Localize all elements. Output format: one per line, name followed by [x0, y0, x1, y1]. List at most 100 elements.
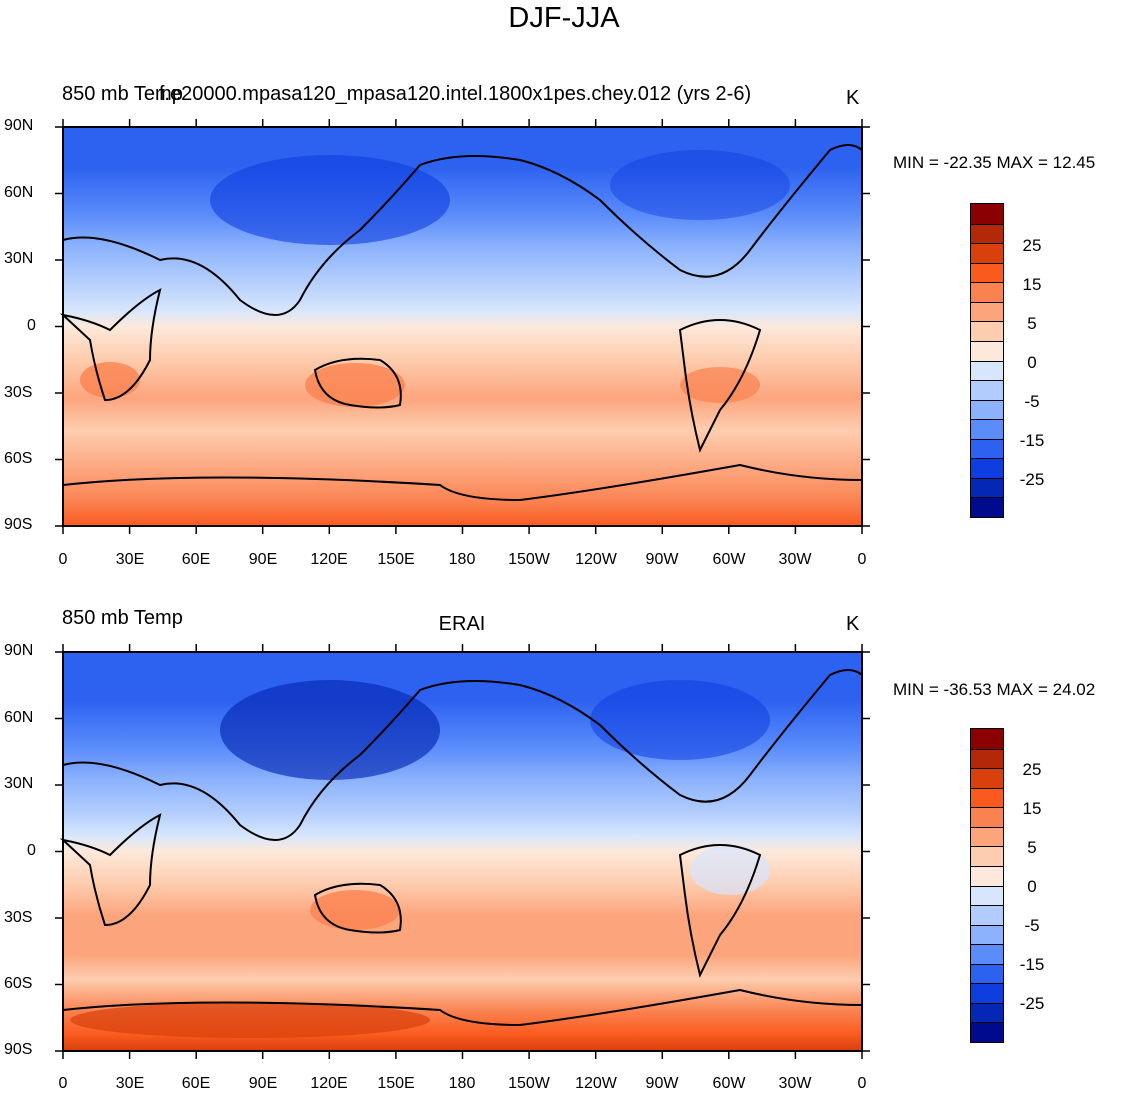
panel1-lon-label: 150E [377, 551, 415, 568]
panel2-colorbar [970, 728, 1004, 1043]
panel1-lat-label: 90N [4, 117, 34, 134]
panel1-lat-label: 90S [4, 516, 33, 533]
colorbar-segment [971, 477, 1003, 498]
colorbar-segment [971, 826, 1003, 847]
panel1-lon-label: 0 [857, 551, 867, 568]
panel2-colorbar-label: 25 [1022, 760, 1042, 779]
colorbar-segment [971, 983, 1003, 1003]
panel2-lat-label: 60N [4, 709, 34, 726]
panel2-units: K [846, 613, 860, 635]
panel2-lon-label: 30E [115, 1075, 145, 1092]
panel1-colorbar [970, 203, 1004, 518]
panel1-colorbar-label: 5 [1027, 314, 1037, 333]
panel2-asia-cold [220, 680, 440, 780]
panel1-lon-label: 120E [310, 551, 348, 568]
panel2-lon-label: 90E [248, 1075, 278, 1092]
panel2-colorbar-label: -5 [1024, 916, 1040, 935]
colorbar-segment [971, 321, 1003, 341]
panel1-colorbar-label: 15 [1022, 275, 1042, 294]
panel1-sa-warm [680, 367, 760, 403]
colorbar-segment [971, 262, 1003, 283]
colorbar-segment [971, 301, 1003, 322]
panel2-colorbar-label: 5 [1027, 838, 1037, 857]
colorbar-segment [971, 846, 1003, 866]
colorbar-segment [971, 438, 1003, 459]
panel2-lon-label: 150W [508, 1075, 550, 1092]
panel1-colorbar-label: 25 [1022, 236, 1042, 255]
panel1-asia-cold [210, 155, 450, 245]
panel1-colorbar-label: 0 [1027, 353, 1037, 372]
panel1-units: K [846, 87, 860, 109]
colorbar-segment [971, 963, 1003, 984]
panel1-lon-label: 30W [778, 551, 812, 568]
panel1-lat-label: 30N [4, 250, 34, 267]
panel1-colorbar-label: -5 [1024, 392, 1040, 411]
panel1-lat-label: 0 [27, 317, 36, 334]
panel1-left-title: 850 mb Temp [62, 83, 183, 105]
colorbar-segment [971, 905, 1003, 925]
panel1-lon-label: 120W [575, 551, 617, 568]
panel2-colorbar-label: -25 [1019, 994, 1045, 1013]
panel2-australia-warm [310, 890, 400, 930]
panel2-lon-label: 120E [310, 1075, 348, 1092]
panel2-sa-cool [690, 845, 770, 895]
panel2-lon-label: 90W [645, 1075, 679, 1092]
panel1-colorbar-label: -15 [1019, 431, 1045, 450]
colorbar-segment [971, 924, 1003, 945]
colorbar-segment [971, 885, 1003, 906]
panel1-lon-label: 90E [248, 551, 278, 568]
colorbar-segment [971, 340, 1003, 361]
colorbar-segment [971, 1002, 1003, 1023]
panel2-lon-label: 60E [181, 1075, 211, 1092]
panel2-antarctica-warm [70, 1002, 430, 1038]
panel2-coastlines [59, 669, 863, 1027]
panel1-lon-label: 60W [712, 551, 746, 568]
panel1-field [63, 127, 862, 526]
panel2-lon-label: 0 [857, 1075, 867, 1092]
panel2-lon-label: 120W [575, 1075, 617, 1092]
panel2-ticks [55, 644, 870, 1059]
colorbar-segment [971, 865, 1003, 886]
colorbar-segment [971, 243, 1003, 263]
panel2-lat-label: 60S [4, 975, 33, 992]
panel2-lat-label: 0 [27, 842, 36, 859]
panel1-lon-label: 0 [58, 551, 68, 568]
colorbar-segment [971, 380, 1003, 400]
figure-title: DJF-JJA [508, 2, 620, 34]
panel2-lon-label: 60W [712, 1075, 746, 1092]
panel1-lat-label: 60S [4, 450, 33, 467]
panel1-lon-label: 90W [645, 551, 679, 568]
colorbar-segment [971, 419, 1003, 439]
colorbar-segment [971, 399, 1003, 420]
panel1-africa-warm [80, 362, 140, 398]
panel1-center-title: f.e20000.mpasa120_mpasa120.intel.1800x1p… [158, 83, 752, 105]
panel2-lat-label: 30N [4, 775, 34, 792]
panel2-min-max: MIN = -36.53 MAX = 24.02 [893, 680, 1096, 699]
panel1-lat-label: 60N [4, 184, 34, 201]
colorbar-segment [971, 223, 1003, 244]
panel2-colorbar-label: -15 [1019, 955, 1045, 974]
panel2-lon-label: 30W [778, 1075, 812, 1092]
panel2-lat-label: 90S [4, 1041, 33, 1058]
panel1-na-cold [610, 150, 790, 220]
panel1-ticks [55, 119, 870, 534]
panel1-lon-label: 180 [448, 551, 476, 568]
panel1-lon-label: 30E [115, 551, 145, 568]
panel1-colorbar-label: -25 [1019, 470, 1045, 489]
panel2-center-title: ERAI [438, 613, 486, 635]
panel2-lat-label: 90N [4, 642, 34, 659]
colorbar-segment [971, 748, 1003, 769]
panel2-colorbar-label: 0 [1027, 877, 1037, 896]
panel2-lon-label: 180 [448, 1075, 476, 1092]
colorbar-segment [971, 497, 1003, 517]
colorbar-segment [971, 282, 1003, 302]
colorbar-segment [971, 768, 1003, 788]
colorbar-segment [971, 807, 1003, 827]
panel2-lat-label: 30S [4, 909, 33, 926]
panel2-lon-label: 150E [377, 1075, 415, 1092]
panel2-na-cold [590, 680, 770, 760]
colorbar-segment [971, 729, 1003, 749]
colorbar-segment [971, 204, 1003, 224]
